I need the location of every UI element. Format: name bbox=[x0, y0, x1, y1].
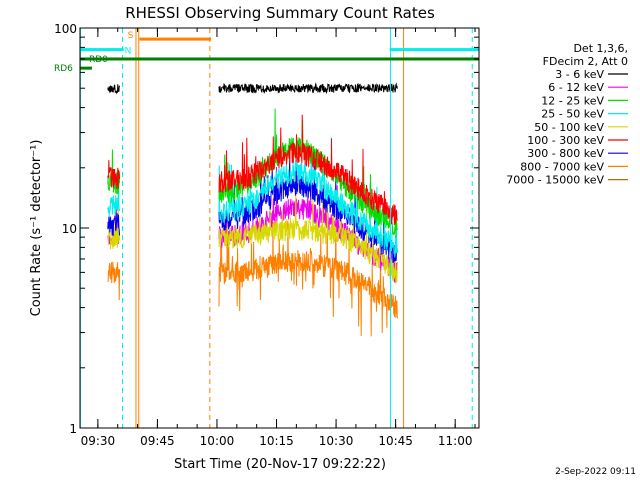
y-axis-label: Count Rate (s⁻¹ detector⁻¹) bbox=[29, 140, 44, 317]
x-tick-label-5: 10:45 bbox=[378, 434, 413, 448]
x-tick-label-6: 11:00 bbox=[438, 434, 473, 448]
series-line-3 bbox=[107, 153, 398, 258]
flag-bar-0-0 bbox=[80, 48, 124, 52]
series-line-0 bbox=[107, 82, 398, 95]
series-line-7 bbox=[107, 218, 398, 337]
legend-header-1: FDecim 2, Att 0 bbox=[543, 55, 628, 68]
x-tick-label-2: 10:00 bbox=[200, 434, 235, 448]
footer-date: 2-Sep-2022 09:11 bbox=[555, 467, 636, 477]
flag-bar-0-1 bbox=[389, 48, 479, 52]
flag-bar-2-0 bbox=[80, 57, 479, 61]
y-tick-label-0: 1 bbox=[69, 422, 77, 436]
y-tick-label-1: 10 bbox=[62, 222, 77, 236]
x-tick-label-0: 09:30 bbox=[81, 434, 116, 448]
flag-label-n: N bbox=[125, 47, 132, 57]
legend-entry-7: 800 - 7000 keV bbox=[520, 160, 604, 173]
legend-entry-0: 3 - 6 keV bbox=[555, 68, 604, 81]
flag-label-rd0: RD0 bbox=[89, 55, 108, 65]
legend-entry-2: 12 - 25 keV bbox=[541, 94, 604, 107]
legend-entry-6: 300 - 800 keV bbox=[527, 147, 604, 160]
legend-entry-5: 100 - 300 keV bbox=[527, 134, 604, 147]
x-tick-label-4: 10:30 bbox=[319, 434, 354, 448]
flag-bar-1-0 bbox=[139, 37, 212, 41]
x-tick-label-3: 10:15 bbox=[259, 434, 294, 448]
legend-header-0: Det 1,3,6, bbox=[573, 42, 628, 55]
y-tick-label-2: 100 bbox=[54, 22, 77, 36]
series-line-5 bbox=[107, 114, 398, 226]
legend-entry-1: 6 - 12 keV bbox=[548, 81, 604, 94]
flag-label-s: S bbox=[128, 31, 134, 41]
x-tick-label-1: 09:45 bbox=[140, 434, 175, 448]
legend-entry-4: 50 - 100 keV bbox=[534, 121, 604, 134]
flag-label-rd6: RD6 bbox=[54, 64, 73, 74]
flag-bar-3-0 bbox=[80, 66, 92, 70]
legend-entry-8: 7000 - 15000 keV bbox=[506, 174, 604, 187]
x-axis-label: Start Time (20-Nov-17 09:22:22) bbox=[174, 457, 386, 472]
chart-title: RHESSI Observing Summary Count Rates bbox=[125, 4, 435, 22]
legend-entry-3: 25 - 50 keV bbox=[541, 108, 604, 121]
